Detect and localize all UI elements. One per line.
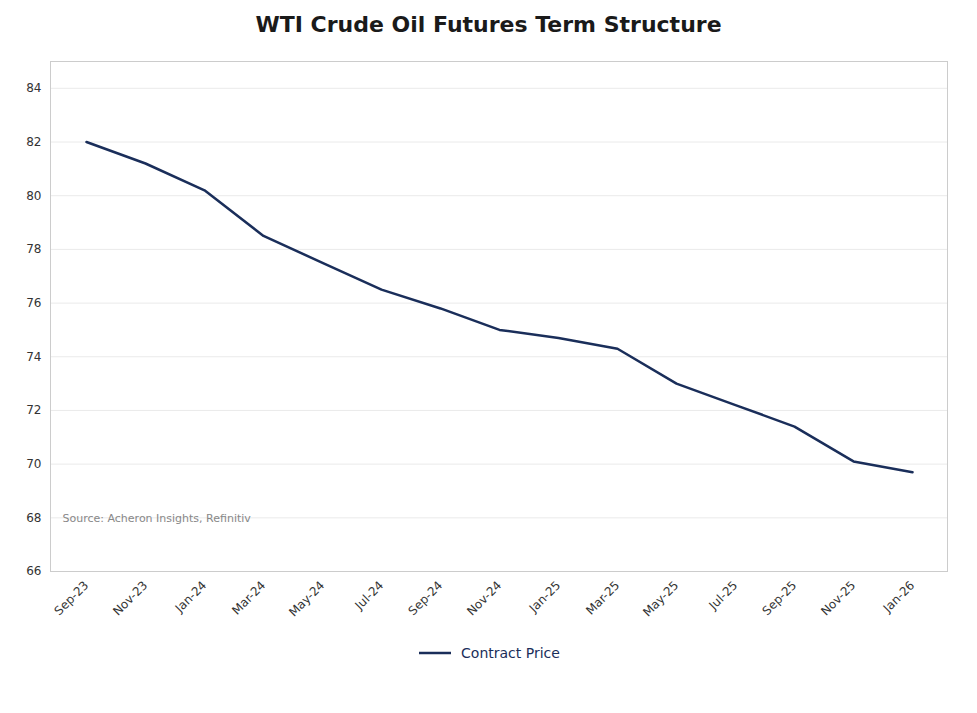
svg-text:Sep-24: Sep-24 (406, 578, 446, 618)
svg-text:74: 74 (26, 350, 41, 364)
svg-text:80: 80 (26, 189, 41, 203)
svg-text:Jan-26: Jan-26 (880, 578, 918, 616)
svg-text:Sep-23: Sep-23 (52, 578, 92, 618)
html-text:Contract Price: Contract Price (461, 645, 560, 661)
svg-text:Mar-25: Mar-25 (583, 578, 622, 617)
svg-text:68: 68 (26, 511, 41, 525)
svg-text:72: 72 (26, 403, 41, 417)
svg-text:78: 78 (26, 242, 41, 256)
svg-text:82: 82 (26, 135, 41, 149)
svg-text:Sep-25: Sep-25 (760, 578, 800, 618)
svg-text:Jul-24: Jul-24 (352, 578, 387, 613)
svg-text:66: 66 (26, 564, 41, 578)
svg-text:84: 84 (26, 81, 41, 95)
html-text:WTI Crude Oil Futures Term Str: WTI Crude Oil Futures Term Structure (255, 12, 722, 37)
svg-text:Jan-24: Jan-24 (172, 578, 210, 616)
svg-text:76: 76 (26, 296, 41, 310)
svg-text:May-25: May-25 (640, 578, 681, 619)
svg-text:Mar-24: Mar-24 (229, 578, 268, 617)
svg-text:Jul-25: Jul-25 (706, 578, 741, 613)
svg-text:Source: Acheron Insights, Refi: Source: Acheron Insights, Refinitiv (63, 512, 252, 525)
svg-text:Nov-23: Nov-23 (110, 578, 150, 618)
svg-text:Nov-25: Nov-25 (818, 578, 858, 618)
svg-text:70: 70 (26, 457, 41, 471)
svg-text:Nov-24: Nov-24 (464, 578, 504, 618)
svg-text:May-24: May-24 (286, 578, 327, 619)
svg-text:Jan-25: Jan-25 (526, 578, 564, 616)
